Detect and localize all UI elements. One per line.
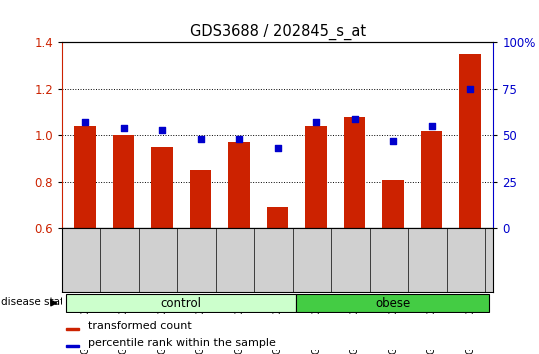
- Bar: [459, 54, 481, 228]
- Point: [235, 136, 244, 142]
- Point: [389, 138, 397, 144]
- Point: [312, 120, 320, 125]
- Point: [119, 125, 128, 131]
- Text: obese: obese: [375, 297, 410, 309]
- Point: [81, 120, 89, 125]
- Text: disease state: disease state: [1, 297, 71, 307]
- Bar: [421, 131, 442, 228]
- Bar: [66, 345, 79, 347]
- Bar: [229, 142, 250, 228]
- Text: control: control: [161, 297, 202, 309]
- Bar: [344, 117, 365, 228]
- Bar: [151, 147, 172, 228]
- Bar: [190, 170, 211, 228]
- Bar: [306, 126, 327, 228]
- Bar: [296, 294, 489, 312]
- Text: percentile rank within the sample: percentile rank within the sample: [88, 338, 276, 348]
- Point: [427, 123, 436, 129]
- Bar: [66, 328, 79, 330]
- Title: GDS3688 / 202845_s_at: GDS3688 / 202845_s_at: [190, 23, 365, 40]
- Bar: [267, 207, 288, 228]
- Point: [350, 116, 359, 121]
- Bar: [66, 294, 296, 312]
- Bar: [113, 135, 134, 228]
- Point: [273, 145, 282, 151]
- Point: [466, 86, 474, 92]
- Point: [196, 136, 205, 142]
- Bar: [383, 179, 404, 228]
- Text: transformed count: transformed count: [88, 321, 191, 331]
- Bar: [74, 126, 95, 228]
- Point: [158, 127, 167, 133]
